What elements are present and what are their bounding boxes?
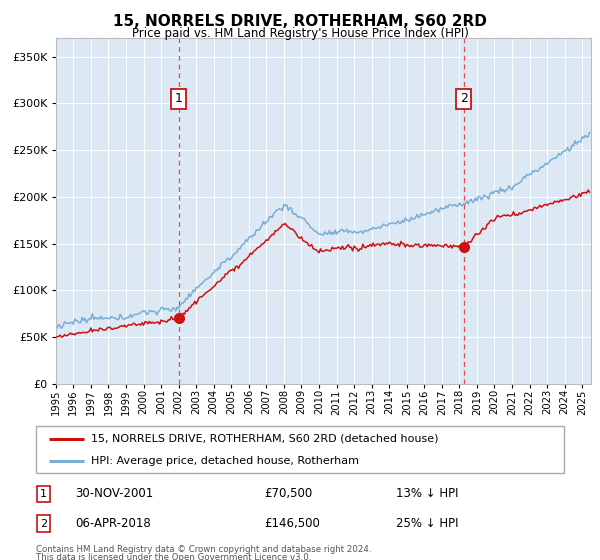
Text: 2: 2 [460,92,468,105]
FancyBboxPatch shape [36,426,564,473]
Text: Contains HM Land Registry data © Crown copyright and database right 2024.: Contains HM Land Registry data © Crown c… [36,545,371,554]
Text: 15, NORRELS DRIVE, ROTHERHAM, S60 2RD: 15, NORRELS DRIVE, ROTHERHAM, S60 2RD [113,14,487,29]
Text: 06-APR-2018: 06-APR-2018 [75,517,151,530]
Text: 30-NOV-2001: 30-NOV-2001 [75,487,153,501]
Text: 25% ↓ HPI: 25% ↓ HPI [396,517,458,530]
Text: £70,500: £70,500 [264,487,312,501]
Text: 15, NORRELS DRIVE, ROTHERHAM, S60 2RD (detached house): 15, NORRELS DRIVE, ROTHERHAM, S60 2RD (d… [91,434,439,444]
Text: £146,500: £146,500 [264,517,320,530]
Text: 13% ↓ HPI: 13% ↓ HPI [396,487,458,501]
Text: Price paid vs. HM Land Registry's House Price Index (HPI): Price paid vs. HM Land Registry's House … [131,27,469,40]
Text: 1: 1 [40,489,47,499]
Text: 1: 1 [175,92,182,105]
Text: 2: 2 [40,519,47,529]
Text: HPI: Average price, detached house, Rotherham: HPI: Average price, detached house, Roth… [91,456,359,466]
Text: This data is licensed under the Open Government Licence v3.0.: This data is licensed under the Open Gov… [36,553,311,560]
